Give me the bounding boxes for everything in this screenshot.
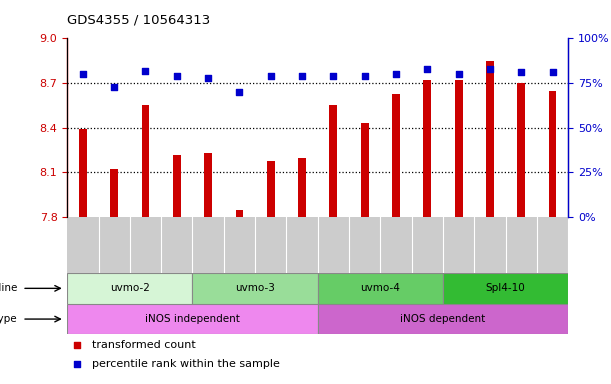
- Point: [422, 66, 432, 72]
- Bar: [204, 153, 212, 217]
- Point: [297, 73, 307, 79]
- Text: cell line: cell line: [0, 283, 17, 293]
- Bar: [443, 273, 568, 304]
- Point: [360, 73, 370, 79]
- Point: [172, 73, 181, 79]
- Text: transformed count: transformed count: [92, 340, 196, 350]
- Point: [109, 84, 119, 90]
- Bar: [67, 273, 192, 304]
- Bar: [110, 169, 118, 217]
- Text: cell type: cell type: [0, 314, 17, 324]
- Point: [485, 66, 495, 72]
- Point: [78, 71, 88, 77]
- Point: [391, 71, 401, 77]
- Text: percentile rank within the sample: percentile rank within the sample: [92, 359, 280, 369]
- Text: GDS4355 / 10564313: GDS4355 / 10564313: [67, 14, 210, 27]
- Point: [454, 71, 464, 77]
- Point: [72, 342, 82, 348]
- Bar: [360, 123, 368, 217]
- Bar: [392, 94, 400, 217]
- Text: uvmo-4: uvmo-4: [360, 283, 400, 293]
- Bar: [298, 157, 306, 217]
- Text: uvmo-2: uvmo-2: [110, 283, 150, 293]
- Point: [266, 73, 276, 79]
- Bar: [549, 91, 557, 217]
- Bar: [329, 106, 337, 217]
- Point: [203, 74, 213, 81]
- Point: [235, 89, 244, 95]
- Bar: [142, 106, 150, 217]
- Bar: [235, 210, 243, 217]
- Bar: [67, 304, 318, 334]
- Point: [141, 68, 150, 74]
- Text: iNOS independent: iNOS independent: [145, 314, 240, 324]
- Point: [516, 69, 526, 75]
- Bar: [486, 61, 494, 217]
- Bar: [518, 83, 525, 217]
- Bar: [423, 80, 431, 217]
- Bar: [318, 273, 443, 304]
- Bar: [455, 80, 463, 217]
- Bar: [267, 161, 275, 217]
- Text: uvmo-3: uvmo-3: [235, 283, 275, 293]
- Point: [72, 361, 82, 367]
- Point: [547, 69, 557, 75]
- Point: [329, 73, 338, 79]
- Bar: [192, 273, 318, 304]
- Bar: [79, 129, 87, 217]
- Bar: [318, 304, 568, 334]
- Text: iNOS dependent: iNOS dependent: [400, 314, 486, 324]
- Text: Spl4-10: Spl4-10: [486, 283, 525, 293]
- Bar: [173, 155, 181, 217]
